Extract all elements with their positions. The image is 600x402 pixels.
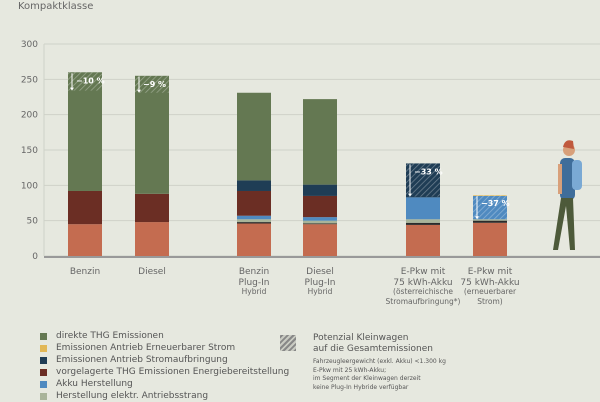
bar-segment bbox=[237, 190, 271, 216]
x-tick-label: Benzin bbox=[70, 267, 100, 277]
legend-swatch bbox=[40, 356, 47, 364]
legend-item: direkte THG Emissionen bbox=[40, 330, 289, 342]
bar-segment bbox=[303, 223, 337, 225]
x-tick-label: Benzin bbox=[239, 267, 269, 277]
y-tick-label: 250 bbox=[21, 75, 38, 85]
hatch-title: Potenzial Kleinwagen bbox=[313, 333, 409, 343]
bar-segment bbox=[303, 184, 337, 196]
y-tick-label: 150 bbox=[21, 146, 38, 156]
bar-segment bbox=[237, 223, 271, 256]
legend-item: Emissionen Antrieb Erneuerbarer Strom bbox=[40, 342, 289, 354]
y-tick-label: 200 bbox=[21, 111, 38, 121]
legend-label: direkte THG Emissionen bbox=[56, 331, 164, 341]
chart-subtitle: Kompaktklasse bbox=[18, 1, 94, 12]
arrow-head-icon bbox=[408, 193, 412, 197]
reduction-label: −10 % bbox=[76, 76, 105, 85]
x-axis bbox=[44, 256, 600, 258]
legend-label: Emissionen Antrieb Erneuerbarer Strom bbox=[56, 343, 236, 353]
bar-segment bbox=[68, 190, 102, 225]
y-tick-label: 50 bbox=[27, 217, 39, 227]
legend-swatch bbox=[40, 380, 47, 388]
note-line: keine Plug-In Hybride verfügbar bbox=[313, 383, 409, 391]
bar-segment bbox=[303, 217, 337, 221]
reduction-label: −33 % bbox=[414, 167, 443, 176]
bar-segment bbox=[303, 195, 337, 218]
bar-segment bbox=[303, 220, 337, 224]
hatch-note: Fahrzeugleergewicht (exkl. Akku) <1.300 … bbox=[313, 358, 446, 392]
y-tick-label: 100 bbox=[21, 181, 38, 191]
legend-item: Herstellung elektr. Antriebsstrang bbox=[40, 390, 289, 402]
bar-segment bbox=[135, 193, 169, 223]
legend-item: vorgelagerte THG Emissionen Energieberei… bbox=[40, 366, 289, 378]
note-line: im Segment der Kleinwagen derzeit bbox=[313, 375, 421, 382]
y-tick-label: 0 bbox=[32, 252, 38, 262]
reduction-hatch bbox=[473, 195, 507, 220]
x-tick-label: Plug-In bbox=[239, 278, 270, 288]
x-tick-label: E-Pkw mit bbox=[401, 267, 446, 277]
bar-segment bbox=[406, 224, 440, 256]
x-tick-label: 75 kWh-Akku bbox=[460, 278, 519, 288]
note-line: Fahrzeugleergewicht (exkl. Akku) <1.300 … bbox=[313, 358, 446, 365]
bar-segment bbox=[237, 222, 271, 224]
legend-label: Akku Herstellung bbox=[56, 379, 133, 389]
reduction-label: −37 % bbox=[481, 199, 510, 208]
note-line: E-Pkw mit 25 kWh-Akku; bbox=[313, 366, 387, 374]
legend-swatch bbox=[40, 392, 47, 400]
reduction-hatch bbox=[135, 75, 169, 93]
arrow-head-icon bbox=[475, 216, 479, 220]
bar-segment bbox=[237, 219, 271, 223]
reduction-hatch bbox=[406, 163, 440, 197]
bar-segment bbox=[406, 219, 440, 223]
x-tick-label: (österreichische bbox=[393, 287, 453, 296]
bar-segment bbox=[406, 222, 440, 225]
bar-segment bbox=[237, 180, 271, 191]
bar-segment bbox=[473, 220, 507, 223]
bar-segment bbox=[135, 222, 169, 256]
hatch-swatch bbox=[280, 335, 296, 351]
x-tick-label: (erneuerbarer bbox=[464, 287, 517, 296]
hatch-legend: Potenzial Kleinwagen auf die Gesamtemiss… bbox=[280, 333, 446, 392]
bar-segment bbox=[237, 92, 271, 181]
x-tick-label: Hybrid bbox=[242, 287, 267, 296]
x-tick-label: Stromaufbringung*) bbox=[386, 297, 461, 306]
bar-segment bbox=[473, 219, 507, 221]
hatch-title2: auf die Gesamtemissionen bbox=[313, 344, 434, 354]
legend-item: Emissionen Antrieb Stromaufbringung bbox=[40, 354, 289, 366]
x-tick-label: Diesel bbox=[306, 267, 334, 277]
bar-segment bbox=[68, 72, 102, 191]
legend-label: Herstellung elektr. Antriebsstrang bbox=[56, 391, 209, 401]
legend-label: Emissionen Antrieb Stromaufbringung bbox=[56, 355, 228, 365]
bar-segment bbox=[135, 75, 169, 194]
x-tick-label: Strom) bbox=[477, 297, 503, 306]
legend-swatch bbox=[40, 332, 47, 340]
legend: direkte THG Emissionen Emissionen Antrieb… bbox=[40, 330, 289, 402]
legend-item: Akku Herstellung bbox=[40, 378, 289, 390]
bar-segment bbox=[473, 222, 507, 256]
y-tick-label: 300 bbox=[21, 40, 38, 50]
bar-segment bbox=[237, 215, 271, 220]
arrow-head-icon bbox=[70, 87, 74, 91]
arrow-head-icon bbox=[137, 89, 141, 93]
bar-segment bbox=[406, 197, 440, 220]
reduction-label: −9 % bbox=[143, 80, 166, 89]
legend-label: vorgelagerte THG Emissionen Energieberei… bbox=[56, 367, 290, 377]
legend-swatch bbox=[40, 344, 47, 352]
x-tick-label: 75 kWh-Akku bbox=[393, 278, 452, 288]
person-illustration bbox=[553, 140, 582, 250]
bar-segment bbox=[68, 224, 102, 256]
x-tick-label: E-Pkw mit bbox=[468, 267, 513, 277]
x-tick-label: Hybrid bbox=[308, 287, 333, 296]
bar-segment bbox=[303, 99, 337, 185]
reduction-hatch bbox=[68, 72, 102, 91]
x-tick-label: Plug-In bbox=[305, 278, 336, 288]
x-tick-label: Diesel bbox=[138, 267, 166, 277]
legend-swatch bbox=[40, 368, 47, 376]
bar-segment bbox=[303, 224, 337, 256]
